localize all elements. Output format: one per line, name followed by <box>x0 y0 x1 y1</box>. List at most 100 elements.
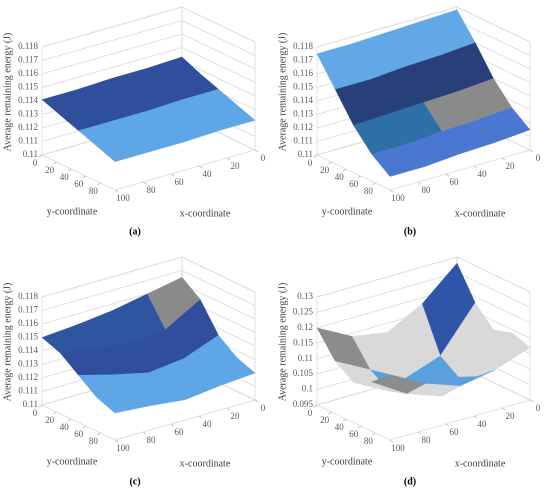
y-axis-label: y-coordinate <box>47 206 98 217</box>
x-tick <box>501 407 506 411</box>
z-tick-label: 0.114 <box>18 95 38 105</box>
x-tick-label: 20 <box>231 161 241 171</box>
y-tick-label: 0 <box>308 408 313 418</box>
x-tick <box>226 157 231 161</box>
grid-line <box>41 6 256 48</box>
z-tick-label: 0.117 <box>18 305 38 315</box>
surface-patch <box>371 374 426 394</box>
y-tick-label: 40 <box>60 172 70 182</box>
x-tick <box>417 181 422 185</box>
x-tick-label: 60 <box>175 427 185 437</box>
x-tick <box>170 173 175 177</box>
x-tick <box>226 407 231 411</box>
x-tick <box>473 165 478 169</box>
z-tick-label: 0.113 <box>18 109 38 119</box>
z-tick-label: 0.112 <box>293 122 313 132</box>
y-tick-label: 40 <box>60 422 70 432</box>
x-tick-label: 100 <box>391 443 405 453</box>
x-tick-label: 60 <box>175 177 185 187</box>
x-tick <box>114 439 119 443</box>
x-tick <box>254 149 259 153</box>
z-tick-label: 0.105 <box>293 368 314 378</box>
panel-label: (b) <box>404 226 416 237</box>
x-tick <box>142 431 147 435</box>
x-tick-label: 60 <box>450 177 460 187</box>
x-tick-label: 40 <box>203 419 213 429</box>
y-tick <box>313 404 318 408</box>
x-tick-label: 100 <box>391 193 405 203</box>
z-tick-label: 0.115 <box>18 82 38 92</box>
x-tick-label: 40 <box>478 419 488 429</box>
z-tick-label: 0.115 <box>293 82 313 92</box>
z-tick-label: 0.111 <box>293 136 313 146</box>
y-tick-label: 0 <box>308 158 313 168</box>
y-tick-label: 40 <box>335 422 345 432</box>
grid-line <box>316 6 531 48</box>
x-tick-label: 0 <box>536 153 541 163</box>
x-tick <box>529 149 534 153</box>
x-tick-label: 0 <box>261 403 266 413</box>
panel: 0.11 0.111 0.112 0.113 0.114 0.115 0.116 0.117 0… <box>2 6 266 237</box>
z-tick-label: 0.113 <box>293 109 313 119</box>
x-tick <box>501 157 506 161</box>
x-tick-label: 40 <box>478 169 488 179</box>
z-tick-label: 0.13 <box>297 291 313 301</box>
z-axis-label: Average remaining energy (J) <box>277 33 288 152</box>
x-axis-label: x-coordinate <box>180 458 231 469</box>
y-tick-label: 80 <box>89 436 99 446</box>
y-tick <box>357 425 362 429</box>
z-tick-label: 0.11 <box>298 353 313 363</box>
x-tick <box>445 423 450 427</box>
z-tick-label: 0.118 <box>18 41 38 51</box>
y-tick <box>53 411 57 415</box>
y-tick <box>372 432 376 436</box>
x-tick <box>473 415 478 419</box>
x-tick-label: 20 <box>506 411 516 421</box>
panel: 0.11 0.111 0.112 0.113 0.114 0.115 0.116 0.117 0… <box>2 256 266 487</box>
x-tick <box>170 423 175 427</box>
y-tick-label: 0 <box>33 408 38 418</box>
z-tick-label: 0.125 <box>293 306 314 316</box>
y-tick <box>328 161 332 165</box>
y-tick-label: 20 <box>45 165 55 175</box>
y-tick-label: 20 <box>320 165 330 175</box>
x-tick-label: 0 <box>261 153 266 163</box>
z-tick-label: 0.114 <box>18 345 38 355</box>
surface-patch <box>371 144 426 177</box>
grid-line <box>41 33 256 75</box>
z-tick-label: 0.118 <box>293 41 313 51</box>
z-tick-label: 0.111 <box>18 136 38 146</box>
y-tick <box>342 168 347 172</box>
x-tick-label: 60 <box>450 427 460 437</box>
y-tick <box>372 182 376 186</box>
x-tick-label: 100 <box>116 443 130 453</box>
y-tick <box>357 175 362 179</box>
x-tick-label: 80 <box>422 185 432 195</box>
y-axis-label: y-coordinate <box>322 456 373 467</box>
x-tick <box>417 431 422 435</box>
x-tick-label: 20 <box>231 411 241 421</box>
z-tick-label: 0.11 <box>23 149 38 159</box>
y-tick <box>67 168 72 172</box>
x-axis-label: x-coordinate <box>455 208 506 219</box>
x-tick-label: 20 <box>506 161 516 171</box>
y-tick <box>82 425 87 429</box>
x-tick <box>389 189 394 193</box>
z-tick-label: 0.114 <box>293 95 313 105</box>
z-tick-label: 0.11 <box>23 399 38 409</box>
y-tick-label: 60 <box>349 429 359 439</box>
z-tick-label: 0.095 <box>293 399 314 409</box>
panel-label: (c) <box>129 476 140 487</box>
z-tick-label: 0.116 <box>293 68 313 78</box>
y-tick-label: 0 <box>33 158 38 168</box>
z-tick-label: 0.116 <box>18 318 38 328</box>
z-tick-label: 0.111 <box>18 386 38 396</box>
z-tick-label: 0.116 <box>18 68 38 78</box>
y-tick <box>38 404 43 408</box>
z-tick-label: 0.118 <box>18 291 38 301</box>
x-tick <box>114 189 119 193</box>
x-tick <box>529 399 534 403</box>
z-tick-label: 0.113 <box>18 359 38 369</box>
y-tick <box>97 432 101 436</box>
y-tick <box>53 161 57 165</box>
